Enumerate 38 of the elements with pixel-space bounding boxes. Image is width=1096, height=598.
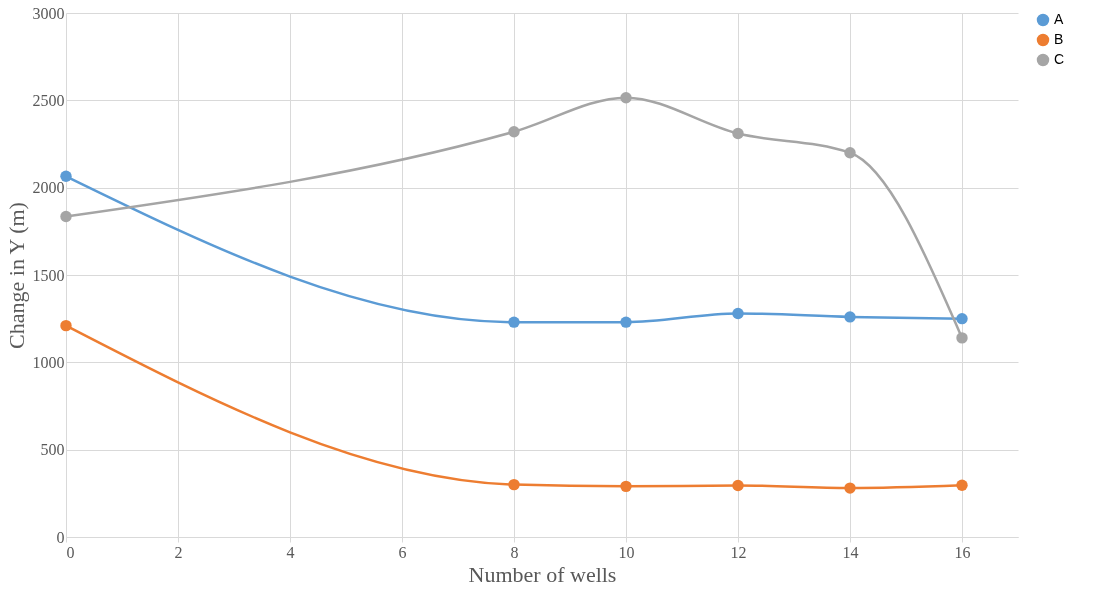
point [60,210,72,223]
point [508,478,520,491]
x-tick-label: 2 [174,543,183,561]
x-tick-label: 10 [618,543,635,561]
y-tick-label: 1500 [32,266,65,284]
x-tick-label: 8 [510,543,519,561]
y-tick-label: 0 [56,528,65,546]
x-tick-label: 12 [730,543,747,561]
point [60,170,72,182]
x-tick-label: 4 [286,543,295,561]
point [956,332,968,344]
point [844,482,856,494]
y-axis-title: Change in Y (m) [3,202,29,349]
y-tick-label: 2000 [32,179,65,197]
point [844,147,856,159]
x-tick-label: 6 [398,543,407,561]
legend-label: B [1054,31,1064,47]
point [508,316,520,328]
point [732,307,744,320]
y-tick-label: 1000 [32,353,65,371]
point [620,316,632,328]
point [956,479,968,491]
x-tick-label: 14 [842,543,859,561]
point [620,92,632,104]
point [956,312,968,325]
y-tick-label: 2500 [32,91,65,109]
legend-label: C [1054,51,1065,67]
point [732,127,744,140]
y-tick-label: 3000 [32,4,65,22]
x-tick-label: 16 [954,543,971,561]
legend-label: A [1054,11,1064,27]
point [732,479,744,492]
point [620,480,632,493]
y-tick-label: 500 [40,441,65,459]
x-axis-title: Number of wells [468,561,617,587]
point [60,319,72,332]
point [508,126,520,138]
point [844,311,856,323]
